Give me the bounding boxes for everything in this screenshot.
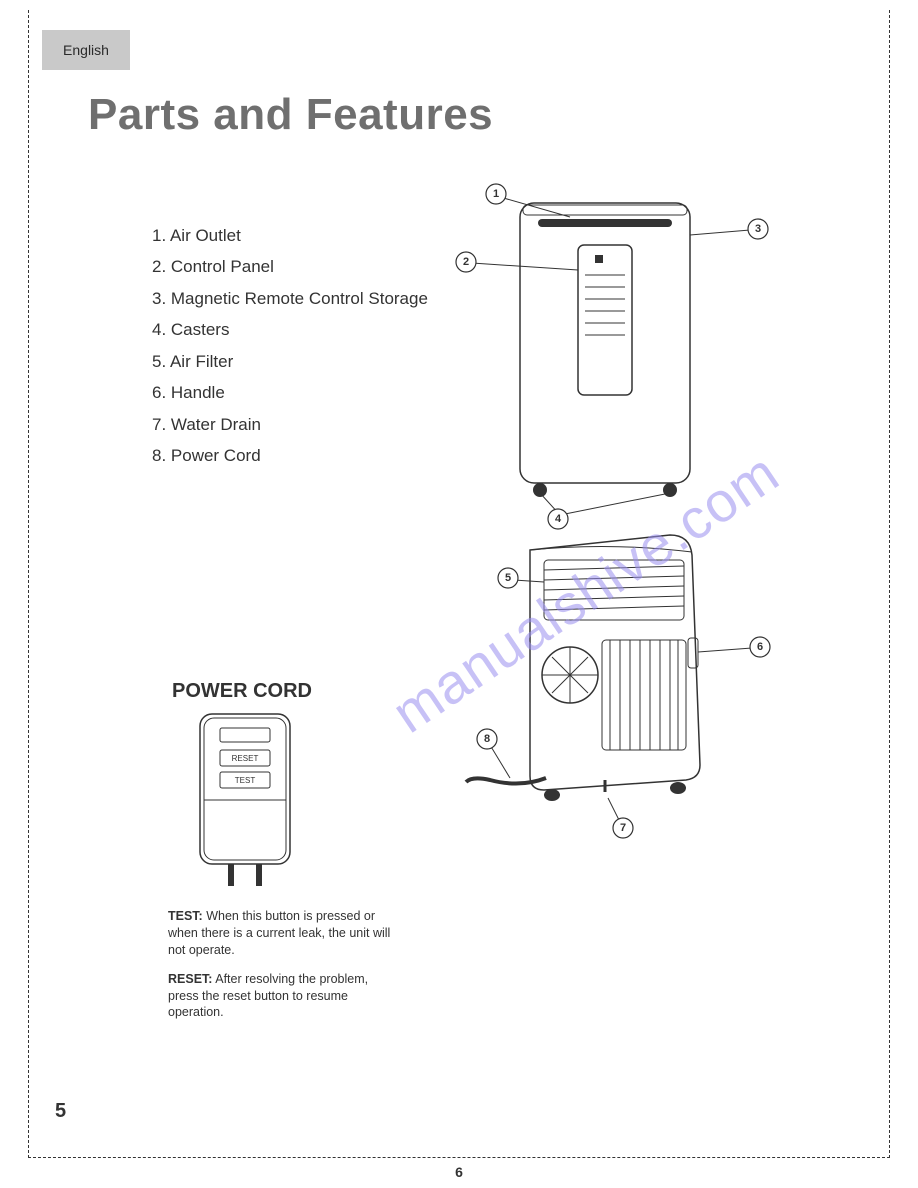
test-bold: TEST: (168, 909, 203, 923)
power-cord-notes: TEST: When this button is pressed or whe… (168, 908, 393, 1033)
language-tab: English (42, 30, 130, 70)
power-cord-heading: POWER CORD (172, 680, 312, 703)
reset-note: RESET: After resolving the problem, pres… (168, 971, 393, 1022)
front-diagram: 1 2 3 4 (450, 175, 780, 535)
list-item: 1. Air Outlet (152, 220, 428, 251)
power-cord-diagram: RESET TEST (190, 708, 310, 898)
list-item: 3. Magnetic Remote Control Storage (152, 283, 428, 314)
test-note: TEST: When this button is pressed or whe… (168, 908, 393, 959)
test-button-label: TEST (235, 776, 256, 785)
page-number-left: 5 (55, 1100, 66, 1123)
list-item: 8. Power Cord (152, 440, 428, 471)
callout-label: 2 (463, 256, 469, 268)
parts-list: 1. Air Outlet 2. Control Panel 3. Magnet… (152, 220, 428, 472)
callout-label: 3 (755, 223, 761, 235)
callout-label: 7 (620, 822, 626, 834)
page-number-bottom: 6 (455, 1164, 463, 1180)
reset-bold: RESET: (168, 972, 212, 986)
callout-label: 5 (505, 572, 511, 584)
page-title: Parts and Features (88, 90, 493, 140)
language-label: English (63, 42, 109, 58)
callout-label: 1 (493, 188, 499, 200)
list-item: 2. Control Panel (152, 251, 428, 282)
list-item: 4. Casters (152, 314, 428, 345)
callout-label: 6 (757, 641, 763, 653)
list-item: 7. Water Drain (152, 409, 428, 440)
back-diagram: 5 6 7 8 (460, 520, 790, 850)
list-item: 6. Handle (152, 377, 428, 408)
list-item: 5. Air Filter (152, 346, 428, 377)
reset-button-label: RESET (232, 754, 259, 763)
callout-label: 8 (484, 733, 490, 745)
